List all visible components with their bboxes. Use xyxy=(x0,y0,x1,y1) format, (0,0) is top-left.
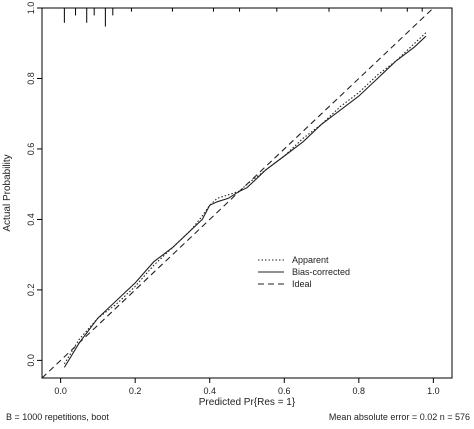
y-tick-label: 0.4 xyxy=(26,213,36,226)
y-tick-label: 0.8 xyxy=(26,72,36,85)
x-tick-label: 0.6 xyxy=(278,386,291,396)
y-tick-label: 0.0 xyxy=(26,354,36,367)
x-tick-label: 0.2 xyxy=(129,386,142,396)
x-tick-label: 0.0 xyxy=(54,386,67,396)
footer-bootstrap-note: B = 1000 repetitions, boot xyxy=(6,412,109,422)
y-axis-title: Actual Probability xyxy=(2,154,13,231)
series-ideal-line xyxy=(42,8,435,378)
legend-label: Bias-corrected xyxy=(292,267,350,277)
y-tick-label: 0.6 xyxy=(26,143,36,156)
footer-error-note: Mean absolute error = 0.02 n = 576 xyxy=(328,412,470,422)
x-tick-label: 0.8 xyxy=(353,386,366,396)
y-tick-label: 1.0 xyxy=(26,2,36,15)
plot-frame xyxy=(41,7,453,379)
series-lines xyxy=(42,8,435,378)
x-tick-label: 1.0 xyxy=(427,386,440,396)
legend-label: Ideal xyxy=(292,279,312,289)
legend: Apparent Bias-corrected Ideal xyxy=(258,255,350,289)
series-bias-corrected-line xyxy=(63,35,427,368)
legend-label: Apparent xyxy=(292,255,329,265)
x-axis-ticks: 0.0 0.2 0.4 0.6 0.8 1.0 xyxy=(54,378,440,396)
y-axis-ticks: 0.0 0.2 0.4 0.6 0.8 1.0 xyxy=(26,2,42,367)
rug-marks xyxy=(63,8,423,27)
y-tick-label: 0.2 xyxy=(26,284,36,297)
x-axis-title: Predicted Pr{Res = 1} xyxy=(199,397,296,408)
series-apparent-line xyxy=(63,32,427,365)
x-tick-label: 0.4 xyxy=(203,386,216,396)
